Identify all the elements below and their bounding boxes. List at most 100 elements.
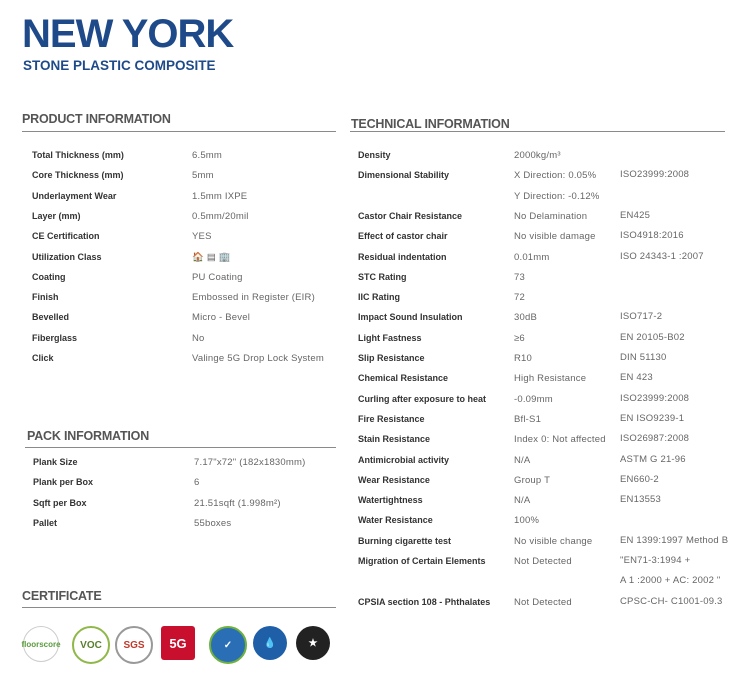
row-value: Not Detected [514, 556, 572, 567]
section-heading: PACK INFORMATION [27, 429, 150, 443]
row-value: 6 [194, 477, 200, 489]
row-value: -0.09mm [514, 393, 553, 405]
row-standard: ISO4918:2016 [620, 230, 684, 242]
row-label: CPSIA section 108 - Phthalates [358, 596, 491, 607]
row-label: Core Thickness (mm) [32, 170, 124, 181]
row-label: Wear Resistance [358, 474, 430, 485]
subtitle: STONE PLASTIC COMPOSITE [23, 58, 216, 73]
row-label: Plank Size [33, 457, 78, 467]
cert-badge: 5G [161, 626, 195, 660]
row-label: Effect of castor chair [358, 231, 448, 242]
row-value: Bfl-S1 [514, 413, 542, 425]
row-value: Y Direction: -0.12% [514, 190, 600, 202]
row-value: No visible damage [514, 231, 596, 243]
row-standard: EN425 [620, 209, 651, 221]
row-label: Plank per Box [33, 477, 94, 488]
row-value: X Direction: 0.05% [514, 170, 597, 182]
row-standard: EN ISO9239-1 [620, 412, 685, 424]
cert-badge: VOC [72, 626, 110, 664]
cert-badge: SGS [115, 626, 153, 664]
cert-badge: floorscore [21, 626, 61, 662]
row-value: 7.17"x72" (182x1830mm) [194, 457, 306, 468]
row-value: 100% [514, 515, 540, 527]
row-value: 72 [514, 292, 525, 304]
row-standard: EN13553 [620, 494, 662, 506]
row-value: High Resistance [514, 373, 587, 385]
row-label: Finish [32, 292, 59, 303]
row-label: Residual indentation [358, 251, 447, 262]
row-value: Not Detected [514, 596, 572, 608]
row-label: Bevelled [32, 312, 70, 323]
row-label: Impact Sound Insulation [358, 312, 463, 323]
cert-badge: ✓ [209, 626, 247, 664]
row-standard: A 1 :2000 + AC: 2002 " [620, 575, 721, 587]
row-label: Chemical Resistance [358, 373, 449, 384]
row-value: Valinge 5G Drop Lock System [192, 353, 324, 364]
row-label: Light Fastness [358, 332, 422, 343]
row-standard: CPSC-CH- C1001-09.3 [620, 595, 723, 607]
row-label: Burning cigarette test [358, 535, 452, 546]
section-heading: CERTIFICATE [22, 589, 102, 603]
row-value: 🏠 ▤ 🏢 [192, 251, 231, 263]
row-standard: ISO23999:2008 [620, 392, 690, 404]
row-standard: ISO23999:2008 [620, 169, 690, 181]
row-label: CE Certification [32, 231, 100, 242]
row-label: Dimensional Stability [358, 170, 450, 181]
row-label: Migration of Certain Elements [358, 556, 486, 566]
row-value: Group T [514, 474, 551, 486]
row-standard: EN 1399:1997 Method B [620, 534, 729, 546]
row-value: N/A [514, 495, 531, 507]
row-label: Layer (mm) [32, 210, 81, 221]
row-standard: ASTM G 21-96 [620, 453, 686, 465]
row-standard: DIN 51130 [620, 352, 667, 363]
row-value: R10 [514, 353, 533, 364]
row-label: Slip Resistance [358, 353, 425, 363]
row-label: Pallet [33, 517, 58, 528]
row-standard: EN660-2 [620, 473, 659, 485]
row-label: STC Rating [358, 271, 407, 282]
row-label: Fiberglass [32, 332, 78, 343]
cert-badge: ★ [296, 626, 330, 660]
row-label: Curling after exposure to heat [358, 393, 487, 404]
row-value: 0.5mm/20mil [192, 210, 249, 222]
row-value: 21.51sqft (1.998m²) [194, 497, 281, 509]
row-value: No visible change [514, 535, 593, 547]
row-standard: EN 20105-B02 [620, 331, 685, 343]
row-standard: EN 423 [620, 372, 653, 384]
row-value: 73 [514, 271, 525, 283]
row-label: Water Resistance [358, 515, 433, 526]
row-label: Watertightness [358, 495, 423, 506]
cert-badge: 💧 [253, 626, 287, 660]
row-label: Sqft per Box [33, 497, 87, 508]
row-standard: "EN71-3:1994 + [620, 555, 691, 566]
row-value: 1.5mm IXPE [192, 190, 248, 202]
row-label: Castor Chair Resistance [358, 210, 463, 221]
row-value: 5mm [192, 170, 214, 182]
row-value: N/A [514, 454, 531, 466]
row-value: Micro - Bevel [192, 312, 251, 324]
section-heading: PRODUCT INFORMATION [22, 112, 171, 126]
row-value: Embossed in Register (EIR) [192, 292, 315, 304]
row-value: YES [192, 231, 212, 243]
row-value: No Delamination [514, 210, 588, 222]
row-label: Density [358, 150, 391, 160]
row-label: IIC Rating [358, 292, 400, 303]
row-standard: ISO717-2 [620, 311, 663, 323]
row-value: 6.5mm [192, 150, 223, 161]
title: NEW YORK [22, 12, 234, 56]
row-value: 0.01mm [514, 251, 550, 263]
row-value: 55boxes [194, 517, 232, 529]
row-standard: ISO 24343-1 :2007 [620, 250, 704, 262]
row-label: Click [32, 353, 54, 363]
row-value: Index 0: Not affected [514, 434, 606, 446]
row-label: Utilization Class [32, 251, 102, 262]
row-value: PU Coating [192, 271, 243, 283]
row-value: 30dB [514, 312, 537, 324]
row-value: ≥6 [514, 332, 525, 344]
row-label: Fire Resistance [358, 413, 425, 424]
rule [22, 131, 336, 132]
row-label: Total Thickness (mm) [32, 150, 124, 160]
row-label: Coating [32, 271, 66, 282]
section-heading: TECHNICAL INFORMATION [351, 117, 510, 131]
rule [350, 131, 725, 132]
